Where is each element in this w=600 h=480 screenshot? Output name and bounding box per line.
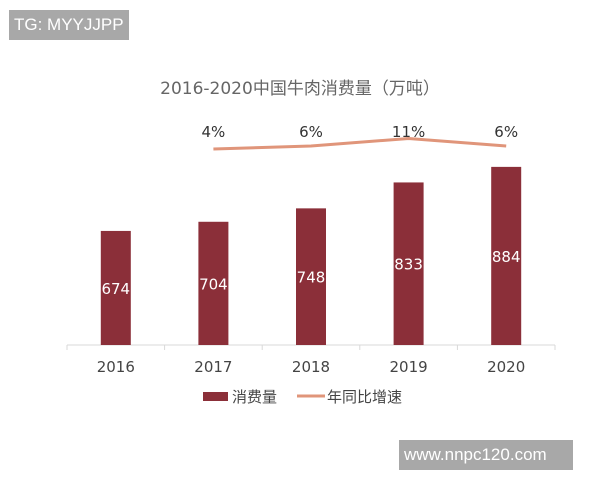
x-tick-label: 2018 [292,358,330,376]
line-label-2020: 6% [494,123,518,141]
line-label-2017: 4% [202,123,226,141]
x-tick-label: 2017 [194,358,232,376]
watermark-top-left: TG: MYYJJPP [9,10,129,40]
x-tick-label: 2016 [97,358,135,376]
legend-bar-swatch [203,392,228,401]
x-tick-label: 2020 [487,358,525,376]
bar-label-2018: 748 [297,269,326,287]
x-tick-label: 2019 [390,358,428,376]
bar-label-2019: 833 [394,256,423,274]
bar-label-2017: 704 [199,275,228,293]
bar-2019 [393,182,424,345]
line-label-2019: 11% [392,123,425,141]
bar-2017 [198,221,229,345]
chart-title: 2016-2020中国牛肉消费量（万吨） [160,79,440,99]
bar-2020 [491,166,522,345]
watermark-bottom-right: www.nnpc120.com [399,440,573,470]
bar-label-2020: 884 [492,248,521,266]
line-label-2018: 6% [299,123,323,141]
legend-line-label: 年同比增速 [327,388,402,406]
growth-line [213,136,507,151]
bar-label-2016: 674 [101,280,130,298]
bar-2018 [296,208,326,345]
bar-2016 [100,230,131,345]
legend-bar-label: 消费量 [232,388,277,406]
